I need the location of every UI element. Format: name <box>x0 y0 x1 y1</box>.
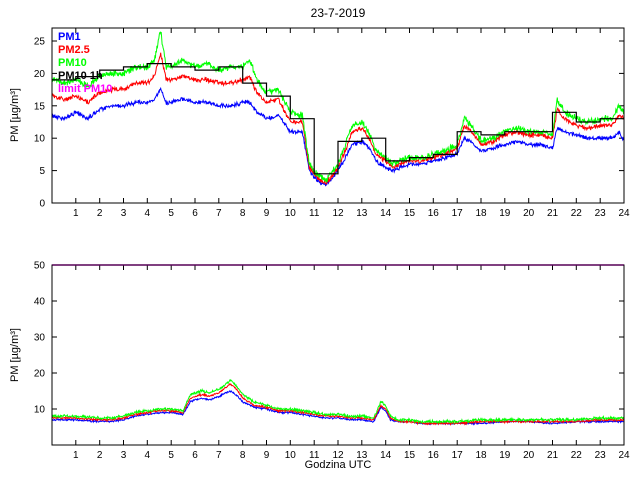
x-tick-label: 17 <box>452 208 464 219</box>
x-tick-label: 8 <box>240 208 246 219</box>
x-tick-label: 7 <box>216 450 222 461</box>
x-tick-label: 13 <box>356 208 368 219</box>
y-tick-label: 0 <box>39 199 45 210</box>
x-tick-label: 20 <box>523 450 535 461</box>
legend-item-pm2-5: PM2.5 <box>58 44 90 56</box>
x-tick-label: 16 <box>428 208 440 219</box>
x-tick-label: 2 <box>97 208 103 219</box>
x-tick-label: 9 <box>264 208 270 219</box>
legend-item-limit-pm10: limit PM10 <box>58 83 113 95</box>
x-tick-label: 5 <box>168 450 174 461</box>
legend: PM1 PM2.5 PM10 PM10 1h limit PM10 <box>58 31 112 96</box>
x-tick-label: 21 <box>547 208 559 219</box>
chart-title: 23-7-2019 <box>310 6 366 20</box>
y-tick-label: 40 <box>34 297 46 308</box>
y-tick-label: 10 <box>34 134 46 145</box>
x-tick-label: 23 <box>595 450 607 461</box>
y-tick-label: 25 <box>34 37 46 48</box>
x-tick-label: 7 <box>216 208 222 219</box>
pm-timeseries-top: 1 2 3 4 5 6 7 8 9 10 11 12 13 14 15 16 17 18 19 20 21 22 23 240… <box>34 27 630 219</box>
x-tick-label: 19 <box>499 450 511 461</box>
x-tick-label: 23 <box>595 208 607 219</box>
x-tick-label: 18 <box>475 208 487 219</box>
x-tick-label: 3 <box>121 450 127 461</box>
x-tick-label: 12 <box>332 208 344 219</box>
legend-item-pm10: PM10 <box>58 57 87 69</box>
y-axis-label-top: PM [µg/m³] <box>9 88 21 143</box>
y-tick-label: 20 <box>34 369 46 380</box>
x-tick-label: 18 <box>475 450 487 461</box>
x-tick-label: 19 <box>499 208 511 219</box>
x-tick-label: 6 <box>192 450 198 461</box>
pm10-line <box>51 378 625 425</box>
x-tick-label: 22 <box>571 450 583 461</box>
x-tick-label: 5 <box>168 208 174 219</box>
x-tick-label: 16 <box>428 450 440 461</box>
x-tick-label: 24 <box>618 450 630 461</box>
axes-box <box>51 264 625 446</box>
pm-timeseries-bottom: 1 2 3 4 5 6 7 8 9 10 11 12 13 14 15 16 17 18 19 20 21 22 23 241… <box>34 261 630 462</box>
x-tick-label: 14 <box>380 208 392 219</box>
pm10-1h-line <box>52 63 624 175</box>
x-tick-label: 4 <box>145 450 151 461</box>
x-tick-label: 22 <box>571 208 583 219</box>
x-tick-label: 10 <box>285 208 297 219</box>
x-tick-label: 11 <box>309 450 320 461</box>
y-tick-label: 5 <box>39 166 45 177</box>
x-tick-label: 21 <box>547 450 559 461</box>
x-tick-label: 14 <box>380 450 392 461</box>
x-tick-label: 15 <box>404 208 416 219</box>
x-tick-label: 1 <box>73 208 79 219</box>
x-tick-label: 12 <box>332 450 344 461</box>
x-tick-label: 6 <box>192 208 198 219</box>
pm2-5-line <box>51 382 625 426</box>
x-axis-label: Godzina UTC <box>304 459 372 471</box>
legend-item-pm1: PM1 <box>58 31 81 43</box>
x-tick-label: 20 <box>523 208 535 219</box>
x-tick-label: 4 <box>145 208 151 219</box>
x-tick-label: 10 <box>285 450 297 461</box>
axes-box <box>51 27 625 204</box>
y-tick-label: 30 <box>34 333 46 344</box>
x-tick-label: 15 <box>404 450 416 461</box>
x-tick-label: 17 <box>452 450 464 461</box>
x-tick-label: 3 <box>121 208 127 219</box>
y-tick-label: 10 <box>34 405 46 416</box>
x-tick-label: 24 <box>618 208 630 219</box>
x-tick-label: 1 <box>73 450 79 461</box>
x-tick-label: 11 <box>309 208 320 219</box>
y-tick-label: 15 <box>34 101 46 112</box>
y-axis-label-bottom: PM [µg/m³] <box>9 328 21 383</box>
x-tick-label: 9 <box>264 450 270 461</box>
y-tick-label: 50 <box>34 261 46 272</box>
x-tick-label: 2 <box>97 450 103 461</box>
y-tick-label: 20 <box>34 69 46 80</box>
x-tick-label: 8 <box>240 450 246 461</box>
x-tick-label: 13 <box>356 450 368 461</box>
legend-item-pm10-1h: PM10 1h <box>58 70 103 82</box>
